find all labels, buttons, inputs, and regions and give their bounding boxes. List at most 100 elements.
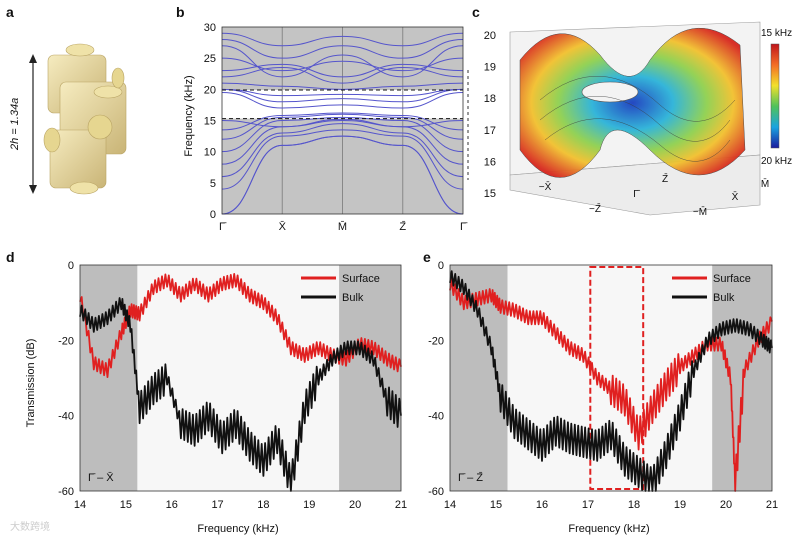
surface-k-tick: X̄: [732, 190, 739, 203]
y-tick-label: 30: [204, 22, 216, 34]
y-tick-label: -20: [428, 335, 444, 347]
panel-a-letter: a: [6, 4, 14, 20]
band-plot-frame: [221, 26, 464, 215]
band-line: [221, 67, 464, 84]
band-line: [221, 129, 464, 190]
band-line: [221, 113, 464, 140]
y-tick-label: -60: [58, 486, 74, 498]
transmission-chart-gamma-x: 14 15 16 17 18 19 20 21 0 -20 -40 -60 Surface Bulk Γ̄ …: [58, 260, 407, 511]
transmission-chart-gamma-z: 14 15 16 17 18 19 20 21 0 -20 -40 -60 Surface Bulk Γ̄ …: [428, 260, 778, 511]
surface-k-tick: Γ̄: [633, 189, 641, 200]
colorbar-bottom-label: 20 kHz: [761, 156, 792, 167]
panel-d-xlabel: Frequency (kHz): [197, 523, 278, 535]
band-line: [221, 135, 464, 215]
y-tick-label: -40: [428, 411, 444, 423]
panel-b-letter: b: [176, 4, 185, 20]
x-tick-label: 21: [395, 499, 407, 511]
x-tick-label: 18: [628, 499, 640, 511]
unit-cell-dimension-label: 2h = 1.34a: [9, 98, 21, 151]
legend-label-bulk: Bulk: [713, 292, 735, 304]
x-tick-label: 18: [257, 499, 269, 511]
x-tick-label: 21: [766, 499, 778, 511]
surface-z-tick: 17: [484, 125, 496, 137]
band-line: [221, 112, 464, 131]
panel-d-letter: d: [6, 249, 15, 265]
band-structure-chart: 0 5 10 15 20 25 30 Γ̄ X̄ M̄ Z̄ Γ̄: [204, 22, 468, 233]
band-line: [221, 123, 464, 178]
band-line: [221, 116, 464, 153]
panel-c-letter: c: [472, 4, 480, 20]
k-tick-label: M̄: [338, 220, 347, 233]
panel-a: a 2h = 1.34a: [6, 4, 127, 195]
panel-d: d Transmission (dB) 14 15 16 17 18 19 20 21 0 -20…: [6, 249, 407, 535]
colorbar-top-label: 15 kHz: [761, 28, 792, 39]
path-label: Γ̄ – X̄: [88, 471, 114, 484]
x-tick-label: 15: [120, 499, 132, 511]
surface-z-axis: 15 16 17 18 19 20: [484, 30, 496, 200]
watermark: 大数跨境: [10, 520, 50, 533]
x-tick-label: 19: [674, 499, 686, 511]
plot-frame: [79, 264, 402, 492]
surface-k-tick: −Z̄: [589, 202, 601, 215]
surface-z-tick: 15: [484, 188, 496, 200]
y-tick-label: -60: [428, 486, 444, 498]
surface-z-tick: 19: [484, 62, 496, 74]
surface-k-ticks: −X̄ −Z̄ Γ̄ Z̄ X̄ −M̄ M̄: [539, 172, 769, 218]
band-line: [221, 91, 464, 109]
x-tick-label: 17: [582, 499, 594, 511]
series-line-surface: [449, 278, 773, 492]
dispersion-surface-plot: [509, 21, 761, 216]
k-tick-label: Z̄: [399, 220, 406, 233]
series-line-surface: [79, 272, 402, 379]
colorbar: 15 kHz 20 kHz: [761, 28, 792, 167]
band-line: [221, 45, 464, 78]
x-tick-label: 20: [349, 499, 361, 511]
band-line: [221, 57, 464, 72]
surface-z-tick: 18: [484, 93, 496, 105]
plot-frame: [449, 264, 773, 492]
bulk-band-shade: [712, 265, 772, 491]
k-tick-label: X̄: [279, 220, 287, 233]
band-line: [221, 38, 464, 59]
x-tick-label: 20: [720, 499, 732, 511]
series-line-bulk: [449, 270, 773, 492]
surface-k-tick: −X̄: [539, 180, 552, 193]
bulk-band-shade: [339, 265, 401, 491]
x-tick-label: 14: [74, 499, 86, 511]
x-tick-label: 15: [490, 499, 502, 511]
y-tick-label: 15: [204, 116, 216, 128]
panel-e-letter: e: [423, 249, 431, 265]
panel-c: c 15 16 17 18 19 20 15 kHz 20 kHz −X̄ −Z̄ Γ̄ Z̄ X…: [467, 4, 792, 218]
y-tick-label: 5: [210, 178, 216, 190]
panel-e-xlabel: Frequency (kHz): [568, 523, 649, 535]
y-tick-label: 0: [68, 260, 74, 272]
surface-k-tick: M̄: [761, 177, 769, 190]
y-tick-label: 0: [210, 209, 216, 221]
highlight-box: [589, 266, 645, 490]
y-tick-label: 25: [204, 53, 216, 65]
series-line-bulk: [79, 297, 402, 492]
band-line: [221, 32, 464, 47]
panel-d-ylabel: Transmission (dB): [25, 339, 37, 428]
panel-b: b Frequency (kHz) 0 5 10 15 20 25 30 Γ̄ X̄ M̄ Z̄ Γ̄: [176, 4, 468, 233]
x-tick-label: 16: [536, 499, 548, 511]
y-tick-label: 10: [204, 147, 216, 159]
k-tick-label: Γ̄: [219, 221, 227, 233]
band-line: [221, 88, 464, 103]
band-line: [221, 118, 464, 128]
x-tick-label: 19: [303, 499, 315, 511]
band-line: [221, 88, 464, 97]
x-tick-label: 14: [444, 499, 456, 511]
y-tick-label: 20: [204, 84, 216, 96]
x-tick-label: 17: [211, 499, 223, 511]
legend-label-bulk: Bulk: [342, 292, 364, 304]
unit-cell-illustration: [29, 43, 127, 195]
k-tick-label: Γ̄: [460, 221, 468, 233]
legend-label-surface: Surface: [713, 273, 751, 285]
panel-e: e 14 15 16 17 18 19 20 21 0 -20 -40 -60 Surface Bulk Γ…: [423, 249, 778, 535]
band-line: [221, 63, 464, 78]
legend-label-surface: Surface: [342, 273, 380, 285]
surface-k-tick: Z̄: [662, 172, 668, 185]
path-label: Γ̄ – Z̄: [458, 471, 483, 484]
